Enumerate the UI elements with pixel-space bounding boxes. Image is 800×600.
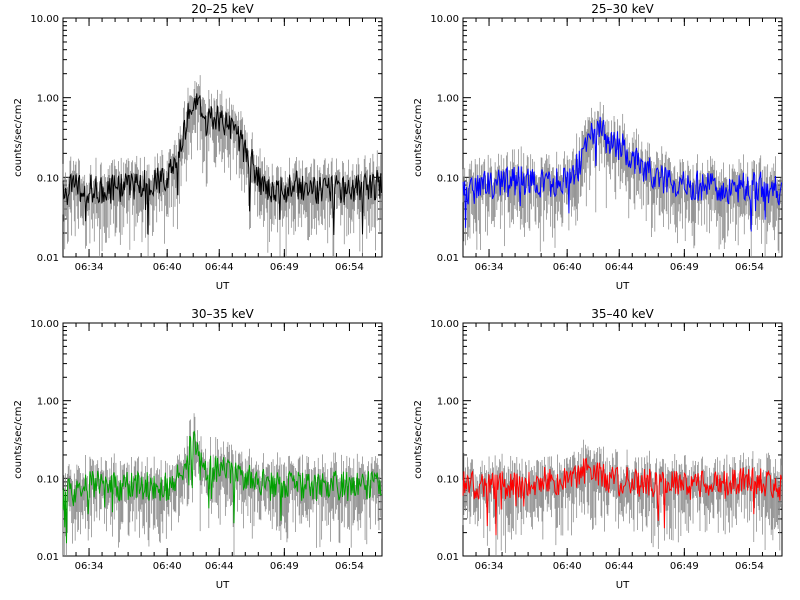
y-tick-label: 1.00 (437, 397, 459, 408)
y-tick-label: 1.00 (37, 397, 59, 408)
x-tick-label: 06:34 (475, 561, 504, 572)
chart-title: 30–35 keV (191, 307, 254, 321)
chart-title: 25–30 keV (591, 2, 654, 16)
chart-panel-1: 20–25 keV 0.01 0.10 1.00 10.00 06:34 06:40 06:4… (13, 2, 383, 292)
plot-frame (62, 17, 383, 258)
x-tick-label: 06:49 (670, 561, 699, 572)
x-tick-label: 06:49 (670, 262, 699, 273)
x-tick-label: 06:40 (553, 561, 582, 572)
x-tick-label: 06:44 (605, 262, 634, 273)
y-axis-label: counts/sec/cm2 (13, 98, 24, 177)
plot-frame (462, 17, 783, 258)
x-axis-label: UT (616, 281, 630, 292)
x-tick-label: 06:54 (335, 262, 364, 273)
x-tick-label: 06:40 (153, 262, 182, 273)
x-tick-label: 06:40 (153, 561, 182, 572)
y-tick-label: 0.01 (437, 552, 459, 563)
x-tick-label: 06:49 (270, 561, 299, 572)
x-tick-label: 06:34 (75, 561, 104, 572)
plot-frame (62, 322, 383, 557)
chart-panel-3: 30–35 keV 0.01 0.10 1.00 10.00 06:34 06:40 06:4… (13, 307, 383, 591)
y-tick-label: 0.01 (437, 253, 459, 264)
y-tick-label: 0.10 (37, 474, 59, 485)
x-axis-label: UT (216, 281, 230, 292)
y-axis-label: counts/sec/cm2 (413, 98, 424, 177)
chart-panel-2: 25–30 keV 0.01 0.10 1.00 10.00 06:34 06:40 06:4… (413, 2, 783, 292)
y-axis-label: counts/sec/cm2 (413, 400, 424, 479)
x-tick-label: 06:34 (75, 262, 104, 273)
plot-frame (462, 322, 783, 557)
y-tick-label: 0.01 (37, 552, 59, 563)
x-tick-label: 06:49 (270, 262, 299, 273)
x-tick-label: 06:40 (553, 262, 582, 273)
y-tick-label: 0.10 (437, 474, 459, 485)
y-axis-label: counts/sec/cm2 (13, 400, 24, 479)
chart-title: 35–40 keV (591, 307, 654, 321)
y-tick-label: 0.01 (37, 253, 59, 264)
series-line (62, 430, 382, 544)
x-axis-label: UT (216, 580, 230, 591)
y-tick-label: 10.00 (430, 319, 459, 330)
x-tick-label: 06:44 (205, 262, 234, 273)
chart-title: 20–25 keV (191, 2, 254, 16)
x-tick-label: 06:54 (735, 262, 764, 273)
x-tick-label: 06:34 (475, 262, 504, 273)
x-axis-label: UT (616, 580, 630, 591)
x-tick-label: 06:54 (335, 561, 364, 572)
series-line (462, 116, 783, 232)
x-tick-label: 06:54 (735, 561, 764, 572)
y-tick-label: 10.00 (430, 14, 459, 25)
y-tick-label: 0.10 (437, 173, 459, 184)
x-tick-label: 06:44 (605, 561, 634, 572)
y-tick-label: 0.10 (37, 173, 59, 184)
series-line (62, 93, 383, 236)
y-tick-label: 1.00 (437, 94, 459, 105)
y-tick-label: 10.00 (30, 319, 59, 330)
y-tick-label: 10.00 (30, 14, 59, 25)
chart-panel-4: 35–40 keV 0.01 0.10 1.00 10.00 06:34 06:40 06:4… (413, 307, 783, 591)
x-tick-label: 06:44 (205, 561, 234, 572)
y-tick-label: 1.00 (37, 94, 59, 105)
series-line (462, 457, 783, 536)
